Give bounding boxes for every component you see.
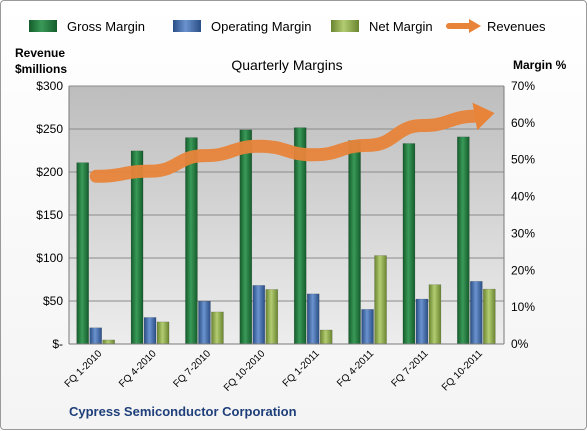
right-tick-label: 50% — [511, 153, 535, 167]
x-tick-label: FQ 4-2010 — [117, 348, 159, 390]
bar-operating-margin — [415, 298, 429, 345]
left-axis-label-line1: Revenue — [15, 46, 65, 60]
right-tick-label: 60% — [511, 116, 535, 130]
bar-operating-margin — [306, 293, 320, 345]
legend-swatch — [331, 20, 359, 32]
x-tick-label: FQ 7-2010 — [171, 348, 213, 390]
left-tick-label: $50 — [43, 294, 63, 308]
x-tick-label: FQ 4-2011 — [335, 348, 376, 389]
x-tick-label: FQ 7-2011 — [390, 348, 431, 389]
left-tick-label: $100 — [36, 251, 63, 265]
left-tick-label: $- — [52, 337, 63, 351]
left-tick-label: $200 — [36, 165, 63, 179]
company-name: Cypress Semiconductor Corporation — [69, 404, 297, 419]
bar-operating-margin — [361, 309, 374, 345]
x-tick-label: FQ 1-2011 — [281, 348, 322, 389]
right-tick-label: 10% — [511, 300, 535, 314]
bar-net-margin — [374, 255, 387, 345]
right-tick-label: 20% — [511, 263, 535, 277]
bar-operating-margin — [89, 327, 102, 345]
bar-net-margin — [156, 321, 170, 345]
left-tick-label: $300 — [36, 79, 63, 93]
legend: Gross Margin Operating Margin Net Margin Re… — [29, 19, 546, 34]
revenue-line — [89, 109, 484, 183]
legend-label: Operating Margin — [211, 19, 311, 34]
bar-net-margin — [211, 311, 224, 345]
bar-net-margin — [319, 329, 333, 345]
revenue-series — [89, 102, 495, 183]
right-axis-label: Margin % — [513, 58, 567, 72]
right-tick-label: 30% — [511, 226, 535, 240]
legend-label: Revenues — [487, 19, 546, 34]
bar-net-margin — [428, 284, 442, 345]
legend-swatch — [29, 20, 57, 32]
bar-gross-margin — [130, 150, 144, 345]
left-axis-label-line2: $millions — [15, 62, 67, 76]
left-tick-label: $250 — [36, 122, 63, 136]
bar-gross-margin — [185, 137, 198, 345]
legend-label: Gross Margin — [67, 19, 145, 34]
right-tick-label: 40% — [511, 190, 535, 204]
bar-gross-margin — [457, 136, 470, 345]
bar-net-margin — [102, 339, 115, 345]
bar-operating-margin — [470, 281, 483, 345]
bar-net-margin — [483, 288, 496, 345]
bar-net-margin — [265, 289, 279, 345]
bar-gross-margin — [348, 140, 361, 345]
bar-operating-margin — [252, 285, 266, 345]
bar-gross-margin — [239, 129, 253, 345]
bar-gross-margin — [76, 162, 89, 345]
bar-operating-margin — [198, 300, 211, 345]
legend-label: Net Margin — [369, 19, 433, 34]
x-tick-label: FQ 10-2010 — [222, 348, 268, 394]
chart-title: Quarterly Margins — [231, 57, 342, 73]
x-tick-label: FQ 1-2010 — [63, 348, 105, 390]
right-tick-label: 0% — [511, 337, 529, 351]
legend-arrowhead — [469, 19, 481, 33]
left-tick-label: $150 — [36, 208, 63, 222]
right-tick-label: 70% — [511, 79, 535, 93]
legend-swatch — [173, 20, 201, 32]
x-tick-label: FQ 10-2011 — [440, 348, 485, 393]
bar-gross-margin — [402, 143, 416, 345]
bar-operating-margin — [143, 317, 157, 345]
revenue-arrowhead — [472, 102, 495, 131]
